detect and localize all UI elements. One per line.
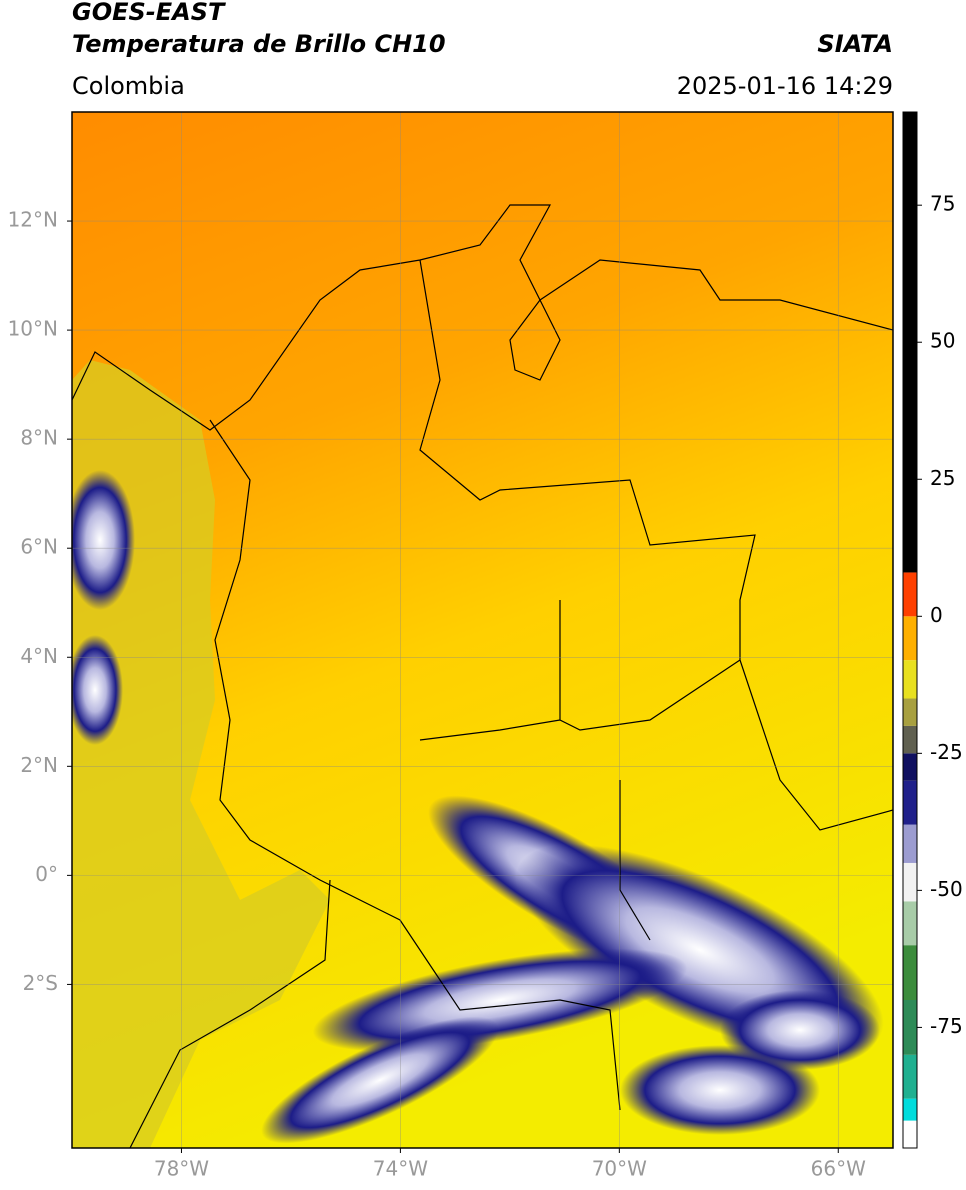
colorbar-segment bbox=[903, 725, 917, 754]
colorbar-segment bbox=[903, 862, 917, 902]
source: SIATA bbox=[817, 30, 893, 58]
colorbar-segment bbox=[903, 824, 917, 863]
colorbar-segment bbox=[903, 901, 917, 946]
colorbar-tick-label: 50 bbox=[930, 329, 955, 353]
colorbar-segment bbox=[903, 780, 917, 825]
colorbar: 75 50 25 0 -25 -50 -75 bbox=[903, 112, 963, 1148]
colorbar-segment bbox=[903, 112, 917, 573]
x-tick-label: 78°W bbox=[154, 1157, 209, 1181]
colorbar-segment bbox=[903, 616, 917, 661]
colorbar-segment bbox=[903, 753, 917, 781]
x-tick-label: 74°W bbox=[373, 1157, 428, 1181]
colorbar-segment bbox=[903, 1120, 917, 1148]
x-tick-label: 70°W bbox=[592, 1157, 647, 1181]
colorbar-segment bbox=[903, 1000, 917, 1055]
x-tick-label: 66°W bbox=[811, 1157, 866, 1181]
colorbar-tick-label: -25 bbox=[930, 740, 963, 764]
y-tick-label: 2°S bbox=[23, 971, 58, 995]
colorbar-tick-label: -50 bbox=[930, 877, 963, 901]
y-tick-label: 0° bbox=[35, 862, 58, 886]
y-tick-label: 10°N bbox=[8, 317, 58, 341]
colorbar-segment bbox=[903, 1054, 917, 1099]
y-tick-label: 6°N bbox=[20, 535, 58, 559]
graticule: 78°W 74°W 70°W 66°W 12°N 10°N 8°N 6°N 4°N 2°N 0° 2°… bbox=[8, 112, 893, 1181]
y-tick-label: 8°N bbox=[20, 426, 58, 450]
colorbar-tick-label: -75 bbox=[930, 1014, 963, 1038]
product: Temperatura de Brillo CH10 bbox=[72, 30, 446, 58]
colorbar-segment bbox=[903, 945, 917, 1000]
colorbar-tick-label: 75 bbox=[930, 192, 955, 216]
colorbar-tick-label: 25 bbox=[930, 466, 955, 490]
colorbar-tick-label: 0 bbox=[930, 603, 943, 627]
datetime: 2025-01-16 14:29 bbox=[677, 72, 893, 100]
y-tick-label: 4°N bbox=[20, 644, 58, 668]
colorbar-segment bbox=[903, 1098, 917, 1121]
colorbar-segment bbox=[903, 660, 917, 699]
region: Colombia bbox=[72, 72, 185, 100]
colorbar-frame bbox=[902, 111, 918, 1149]
satellite-image bbox=[72, 112, 893, 1148]
map-frame bbox=[71, 111, 894, 1149]
colorbar-segment bbox=[903, 698, 917, 726]
colorbar-segment bbox=[903, 572, 917, 617]
satellite: GOES-EAST bbox=[72, 0, 226, 26]
y-tick-label: 2°N bbox=[20, 753, 58, 777]
y-tick-label: 12°N bbox=[8, 208, 58, 232]
